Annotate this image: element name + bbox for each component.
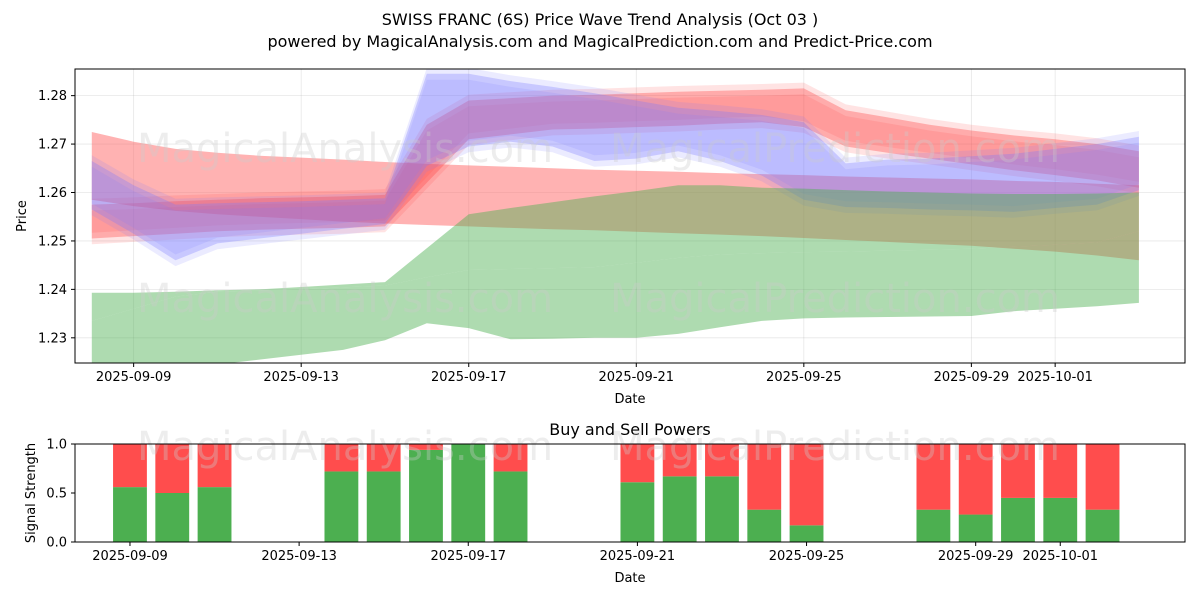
buy-bar: [366, 471, 401, 542]
signal-xlabel: Date: [614, 571, 645, 586]
buy-bar: [662, 476, 697, 542]
buy-bar: [197, 487, 232, 542]
buy-bar: [1043, 497, 1078, 542]
price-x-tick-label: 2025-09-09: [96, 370, 172, 385]
sell-bar: [155, 444, 190, 493]
price-ylabel: Price: [15, 200, 30, 232]
price-x-tick-label: 2025-09-13: [263, 370, 339, 385]
band-layer-sell-wave: [91, 94, 1139, 245]
band-layer-blue-wave: [91, 69, 1139, 255]
price-x-tick-label: 2025-09-25: [766, 370, 842, 385]
sell-bar: [324, 444, 359, 472]
buy-bar: [493, 471, 528, 542]
buy-bar: [155, 493, 190, 542]
signal-x-tick-label: 2025-09-13: [261, 549, 337, 564]
band-buy-band-upper: [91, 185, 1139, 321]
price-y-tick-label: 1.26: [38, 186, 67, 201]
watermark-analysis-top: MagicalAnalysis.com: [137, 126, 553, 172]
price-bands: [91, 69, 1139, 363]
sell-bar: [1085, 444, 1120, 510]
signal-x-tick-label: 2025-09-09: [92, 549, 168, 564]
price-y-tick-label: 1.27: [38, 138, 67, 153]
sell-bar: [409, 444, 443, 450]
signal-axes: 2025-09-09 2025-09-13 2025-09-17 2025-09-21…: [46, 438, 1098, 565]
price-y-tick-label: 1.28: [38, 89, 67, 104]
buy-bar: [789, 525, 824, 542]
sell-bar: [662, 444, 697, 477]
price-y-tick-label: 1.25: [38, 234, 67, 249]
sell-bar: [789, 444, 824, 526]
band-layer-sell-wave: [91, 82, 1139, 233]
signal-x-tick-label: 2025-09-17: [430, 549, 506, 564]
buy-bar: [409, 449, 443, 542]
buy-bar: [620, 482, 655, 542]
signal-ylabel: Signal Strength: [24, 443, 39, 543]
sell-bar: [113, 444, 147, 488]
sell-bar: [1043, 444, 1078, 498]
buy-bar: [705, 476, 739, 542]
price-y-tick-label: 1.24: [38, 283, 67, 298]
buy-bar: [113, 487, 147, 542]
sell-bar: [705, 444, 739, 477]
signal-x-tick-label: 2025-10-01: [1022, 549, 1098, 564]
signal-x-tick-label: 2025-09-21: [600, 549, 676, 564]
buy-bar: [1001, 497, 1035, 542]
signal-bars: [113, 444, 1120, 542]
price-y-tick-label: 1.23: [38, 331, 67, 346]
buy-bar: [916, 509, 951, 542]
sell-bar: [197, 444, 232, 488]
watermark-analysis-bottom: MagicalAnalysis.com: [137, 424, 553, 470]
sell-bar: [916, 444, 951, 510]
band-layer-blue-wave: [91, 79, 1139, 267]
price-plot-frame: [74, 68, 1186, 364]
chart-subtitle: powered by MagicalAnalysis.com and Magic…: [267, 32, 932, 51]
band-sell-wave: [91, 88, 1139, 239]
sell-bar: [493, 444, 528, 472]
watermark-analysis-mid: MagicalAnalysis.com: [137, 276, 553, 322]
price-x-tick-label: 2025-09-29: [934, 370, 1010, 385]
signal-y-tick-label: 1.0: [46, 438, 67, 453]
price-x-tick-label: 2025-09-17: [431, 370, 507, 385]
signal-x-tick-label: 2025-09-25: [769, 549, 845, 564]
sell-bar: [1001, 444, 1035, 498]
sell-bar: [747, 444, 782, 510]
band-blue-wave: [91, 73, 1139, 261]
signal-y-tick-label: 0.0: [46, 536, 67, 551]
buy-bar: [958, 514, 993, 542]
price-xlabel: Date: [614, 392, 645, 407]
price-x-tick-label: 2025-09-21: [599, 370, 675, 385]
sell-bar: [620, 444, 655, 483]
watermark-prediction-bottom: MagicalPrediction.com: [610, 424, 1060, 470]
sell-bar: [366, 444, 401, 472]
chart-title: SWISS FRANC (6S) Price Wave Trend Analys…: [382, 10, 819, 29]
buy-bar: [451, 444, 486, 542]
sell-bar: [958, 444, 993, 515]
watermark-prediction-mid: MagicalPrediction.com: [610, 276, 1060, 322]
buy-bar: [747, 509, 782, 542]
signal-x-tick-label: 2025-09-29: [938, 549, 1014, 564]
price-x-tick-label: 2025-10-01: [1017, 370, 1093, 385]
buy-bar: [324, 471, 359, 542]
band-buy-band-lower: [91, 231, 1139, 363]
signal-title: Buy and Sell Powers: [549, 420, 711, 439]
band-sell-band-wide: [91, 132, 1139, 261]
buy-bar: [1085, 509, 1120, 542]
price-axes: 2025-09-09 2025-09-13 2025-09-17 2025-09-21…: [38, 89, 1093, 385]
watermark-prediction-top: MagicalPrediction.com: [610, 126, 1060, 172]
signal-y-tick-label: 0.5: [46, 487, 67, 502]
